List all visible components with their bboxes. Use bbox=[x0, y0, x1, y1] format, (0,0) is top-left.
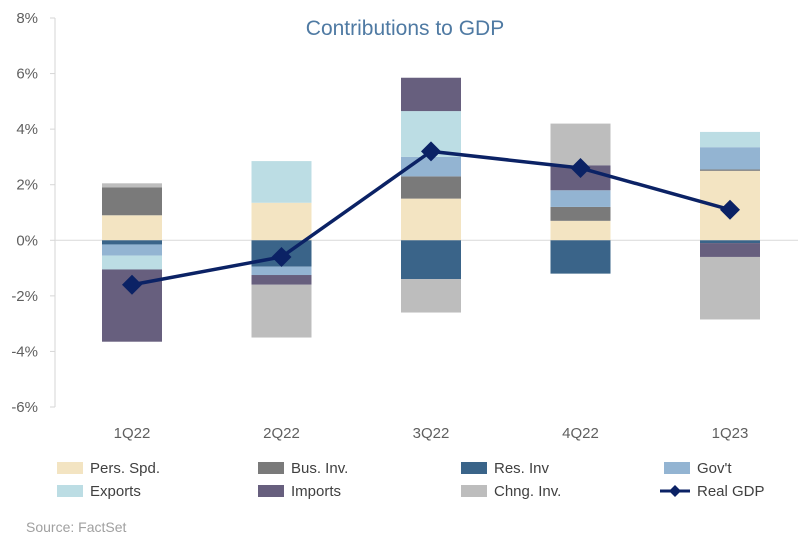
bar-segment-imports bbox=[401, 77, 461, 112]
legend-label-bus_inv: Bus. Inv. bbox=[291, 460, 348, 477]
real-gdp-marker bbox=[570, 158, 591, 179]
bar-segment-govt bbox=[251, 266, 312, 276]
bar-segment-exports bbox=[700, 131, 760, 148]
legend-label-chng_inv: Chng. Inv. bbox=[494, 483, 561, 500]
legend: Pers. Spd. Bus. Inv. Res. Inv Gov't Exports I… bbox=[57, 460, 765, 500]
y-tick-label: -6% bbox=[11, 399, 38, 416]
legend-swatch-exports bbox=[57, 485, 83, 497]
x-tick-label: 3Q22 bbox=[413, 425, 450, 442]
y-tick-label: 4% bbox=[16, 121, 38, 138]
bar-segment-imports bbox=[251, 275, 312, 285]
bar-segment-exports bbox=[251, 161, 312, 203]
legend-label-res_inv: Res. Inv bbox=[494, 460, 550, 477]
y-tick-label: 6% bbox=[16, 66, 38, 83]
bar-segment-pers_spd bbox=[401, 198, 461, 241]
legend-swatch-imports bbox=[258, 485, 284, 497]
x-tick-label: 1Q23 bbox=[712, 425, 749, 442]
bar-segment-res_inv bbox=[700, 240, 760, 244]
legend-swatch-pers_spd bbox=[57, 462, 83, 474]
bar-segment-bus_inv bbox=[550, 206, 611, 221]
bar-segment-chng_inv bbox=[700, 256, 760, 320]
bar-segment-chng_inv bbox=[401, 279, 461, 313]
bar-segment-res_inv bbox=[401, 240, 461, 280]
y-tick-label: -2% bbox=[11, 288, 38, 305]
legend-label-imports: Imports bbox=[291, 483, 341, 500]
legend-swatch-govt bbox=[664, 462, 690, 474]
bars-layer bbox=[102, 77, 760, 342]
bar-segment-bus_inv bbox=[401, 176, 461, 199]
y-tick-label: -4% bbox=[11, 343, 38, 360]
legend-marker-real_gdp bbox=[669, 485, 681, 497]
chart-title: Contributions to GDP bbox=[306, 17, 504, 40]
bar-segment-bus_inv bbox=[102, 187, 162, 216]
bar-segment-res_inv bbox=[550, 240, 611, 274]
legend-label-exports: Exports bbox=[90, 483, 141, 500]
legend-label-real_gdp: Real GDP bbox=[697, 483, 765, 500]
y-tick-label: 2% bbox=[16, 177, 38, 194]
legend-swatch-chng_inv bbox=[461, 485, 487, 497]
bar-segment-bus_inv bbox=[700, 169, 760, 171]
real-gdp-marker bbox=[271, 246, 292, 267]
bar-segment-pers_spd bbox=[251, 202, 312, 241]
bar-segment-imports bbox=[700, 243, 760, 257]
real-gdp-marker bbox=[122, 274, 142, 295]
x-tick-label: 4Q22 bbox=[562, 425, 599, 442]
bar-segment-govt bbox=[102, 244, 162, 256]
x-tick-label: 2Q22 bbox=[263, 425, 300, 442]
bar-segment-govt bbox=[700, 147, 760, 170]
bar-segment-res_inv bbox=[102, 240, 162, 245]
bar-segment-pers_spd bbox=[550, 220, 611, 241]
y-tick-label: 0% bbox=[16, 232, 38, 249]
bar-segment-govt bbox=[550, 190, 611, 207]
legend-label-pers_spd: Pers. Spd. bbox=[90, 460, 160, 477]
legend-label-govt: Gov't bbox=[697, 460, 732, 477]
x-tick-label: 1Q22 bbox=[114, 425, 151, 442]
legend-swatch-bus_inv bbox=[258, 462, 284, 474]
real-gdp-marker bbox=[720, 199, 740, 220]
bar-segment-exports bbox=[102, 255, 162, 270]
line-layer bbox=[122, 141, 740, 295]
bar-segment-pers_spd bbox=[102, 215, 162, 241]
legend-swatch-res_inv bbox=[461, 462, 487, 474]
bar-segment-chng_inv bbox=[102, 183, 162, 188]
y-tick-label: 8% bbox=[16, 10, 38, 27]
real-gdp-marker bbox=[421, 141, 441, 162]
source-note: Source: FactSet bbox=[26, 519, 127, 535]
bar-segment-chng_inv bbox=[251, 284, 312, 338]
